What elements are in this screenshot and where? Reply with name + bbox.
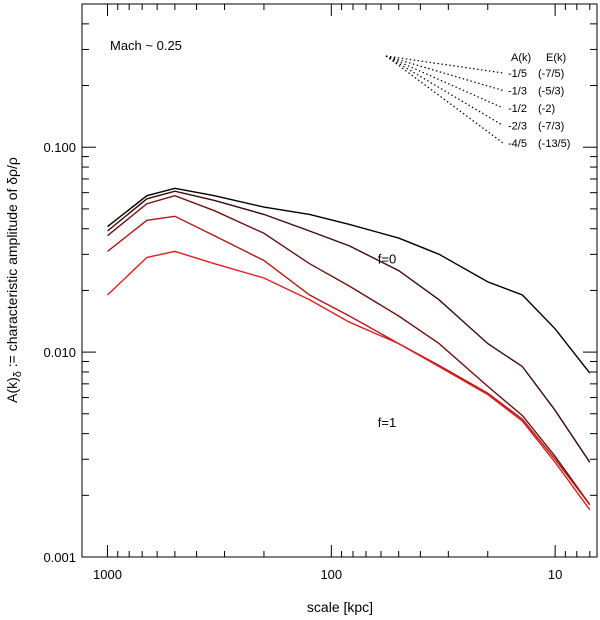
legend-row-a: -2/3 [508, 121, 527, 133]
legend-slope-line [385, 55, 504, 127]
mach-annotation: Mach ~ 0.25 [110, 38, 182, 53]
legend-slope-line [385, 55, 504, 144]
x-tick-label: 1000 [93, 567, 122, 582]
legend-row-e: (-7/5) [538, 68, 564, 80]
x-tick-label: 100 [320, 567, 342, 582]
series-line [107, 194, 591, 506]
legend-header-a: A(k) [511, 52, 531, 64]
y-tick-label: 0.001 [43, 550, 76, 565]
series-labels: f=0 f=1 [378, 252, 396, 430]
plot-frame [81, 3, 598, 558]
legend-row-a: -1/2 [508, 103, 527, 115]
legend-slope-line [385, 55, 504, 74]
legend-slope-line [385, 55, 504, 109]
legend-row-e: (-5/3) [538, 86, 564, 98]
legend-row-e: (-13/5) [538, 138, 570, 150]
series-line [107, 250, 591, 511]
y-axis-title: A(k)δ := characteristic amplitude of δρ/… [4, 157, 24, 403]
series-line [107, 215, 591, 506]
legend-row-e: (-2) [538, 103, 555, 115]
series-line [107, 190, 591, 463]
legend-header-e: E(k) [546, 52, 566, 64]
slope-legend: A(k) E(k) -1/5 (-7/5) -1/3 (-5/3) -1/2 (-2) -2/3… [385, 52, 570, 150]
series-line [107, 187, 591, 374]
y-tick-label: 0.010 [43, 345, 76, 360]
axis-ticks: 1000 100 10 0.001 0.010 0.100 [43, 3, 597, 582]
legend-row-e: (-7/3) [538, 121, 564, 133]
legend-row-a: -1/3 [508, 86, 527, 98]
series-label: f=1 [378, 415, 396, 430]
legend-slope-line [385, 55, 504, 92]
legend-row-a: -4/5 [508, 138, 527, 150]
y-tick-label: 0.100 [43, 140, 76, 155]
series-lines [107, 187, 591, 511]
x-tick-label: 10 [548, 567, 562, 582]
legend-row-a: -1/5 [508, 68, 527, 80]
x-axis-title: scale [kpc] [307, 599, 373, 615]
series-label: f=0 [378, 252, 396, 267]
